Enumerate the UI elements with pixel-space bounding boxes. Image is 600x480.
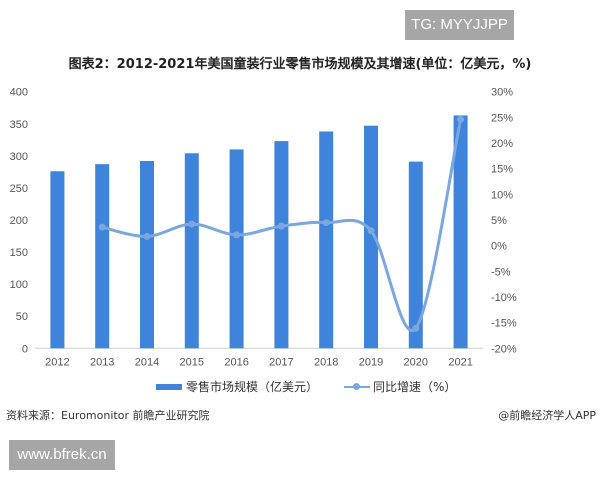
- y-left-tick-label: 150: [10, 247, 28, 259]
- y-left-tick-label: 50: [16, 311, 28, 323]
- x-tick-label: 2016: [224, 356, 248, 368]
- bar-2014: [140, 160, 154, 349]
- bar-2020: [408, 161, 423, 349]
- bar-2016: [229, 149, 244, 349]
- growth-point-2018: [322, 219, 330, 227]
- growth-point-2013: [98, 223, 106, 231]
- y-left-tick-label: 250: [10, 183, 28, 195]
- legend-bar-swatch: [156, 383, 182, 390]
- y-right-tick-label: 10%: [491, 189, 513, 201]
- credit-note: @前瞻经济学人APP: [498, 409, 596, 422]
- y-left-tick-label: 300: [10, 151, 28, 163]
- growth-point-2017: [277, 222, 285, 230]
- tg-watermark: TG: MYYJJPP: [405, 10, 514, 40]
- x-tick-label: 2014: [135, 356, 159, 368]
- y-right-tick-label: 0%: [491, 241, 507, 253]
- y-right-tick-label: -5%: [491, 266, 511, 278]
- growth-point-2015: [188, 220, 196, 228]
- site-watermark: www.bfrek.cn: [9, 440, 115, 470]
- legend-bar-label: 零售市场规模（亿美元）: [186, 380, 319, 394]
- bar-2012: [50, 171, 65, 349]
- x-tick-label: 2018: [314, 356, 338, 368]
- y-left-tick-label: 400: [10, 87, 28, 99]
- y-right-tick-label: -15%: [491, 318, 517, 330]
- x-tick-label: 2017: [269, 356, 293, 368]
- y-left-tick-label: 100: [10, 279, 28, 291]
- y-right-tick-label: -10%: [491, 292, 517, 304]
- y-left-tick-label: 200: [10, 215, 28, 227]
- growth-point-2016: [233, 231, 241, 239]
- x-tick-label: 2012: [45, 356, 69, 368]
- x-tick-label: 2015: [180, 356, 204, 368]
- x-tick-label: 2021: [448, 356, 472, 368]
- y-right-tick-label: 30%: [491, 87, 513, 99]
- growth-point-2019: [367, 227, 375, 235]
- bar-2018: [319, 131, 334, 349]
- y-left-tick-label: 0: [22, 343, 28, 355]
- y-right-tick-label: -20%: [491, 343, 517, 355]
- growth-point-2020: [412, 324, 420, 332]
- y-left-tick-label: 350: [10, 119, 28, 131]
- bar-2013: [95, 164, 110, 349]
- bar-2019: [364, 125, 378, 349]
- y-right-tick-label: 25%: [491, 112, 513, 124]
- legend-line-label: 同比增速（%）: [373, 380, 457, 394]
- bar-2021: [453, 115, 468, 349]
- source-note: 资料来源：Euromonitor 前瞻产业研究院: [6, 409, 210, 422]
- x-tick-label: 2019: [359, 356, 383, 368]
- chart-title: 图表2：2012-2021年美国童装行业零售市场规模及其增速(单位：亿美元，%): [68, 57, 532, 72]
- legend: 零售市场规模（亿美元） 同比增速（%）: [156, 378, 456, 395]
- bar-2017: [274, 141, 289, 349]
- growth-line: [101, 119, 463, 333]
- x-tick-label: 2013: [90, 356, 114, 368]
- y-right-tick-label: 5%: [491, 215, 507, 227]
- y-right-tick-label: 15%: [491, 164, 513, 176]
- growth-point-2021: [457, 115, 465, 123]
- chart: 0 50 100 150 200 250 300 350 400 -20% -15% -10% -5% 0…: [10, 87, 517, 369]
- legend-line-swatch: [344, 381, 371, 393]
- bar-2015: [184, 153, 199, 349]
- growth-point-2014: [143, 232, 151, 240]
- x-tick-label: 2020: [404, 356, 428, 368]
- y-right-tick-label: 20%: [491, 138, 513, 150]
